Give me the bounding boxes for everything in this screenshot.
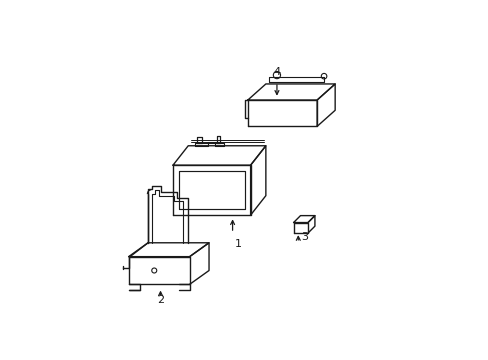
- Text: 3: 3: [301, 232, 307, 242]
- Text: 4: 4: [273, 67, 280, 77]
- Text: 1: 1: [234, 239, 241, 249]
- Text: 2: 2: [157, 294, 164, 305]
